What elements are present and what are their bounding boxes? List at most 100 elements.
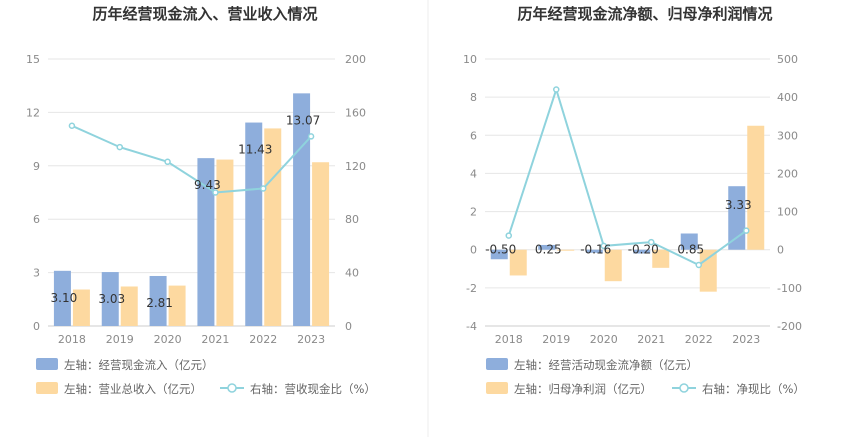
bar-primary	[101, 272, 119, 326]
ratio-point	[505, 232, 512, 239]
bar-data-label: 3.10	[51, 291, 78, 305]
legend-label: 左轴：归母净利润（亿元）	[514, 382, 652, 396]
right-axis-tick: 0	[777, 244, 784, 257]
ratio-point	[307, 133, 315, 140]
x-axis-tick: 2022	[249, 333, 277, 346]
left-axis-tick: 10	[463, 53, 477, 66]
x-axis-tick: 2020	[154, 333, 182, 346]
bar-primary	[53, 270, 71, 326]
bar-data-label: -0.50	[485, 243, 516, 257]
left-axis-tick: 15	[26, 53, 40, 66]
ratio-point	[116, 143, 123, 151]
x-axis-tick: 2023	[297, 333, 325, 346]
left-axis-tick: 2	[470, 206, 477, 219]
bar-data-label: 11.43	[238, 143, 272, 157]
right-axis-tick: 120	[345, 160, 366, 173]
right-axis-tick: -200	[777, 320, 802, 333]
ratio-point	[212, 189, 219, 196]
legend-swatch	[486, 358, 508, 370]
bar-primary	[293, 93, 311, 326]
bar-secondary	[168, 285, 186, 326]
bar-primary	[490, 249, 508, 260]
chart-title: 历年经营现金流净额、归母净利润情况	[517, 5, 772, 23]
ratio-point	[743, 227, 750, 234]
x-axis-tick: 2018	[58, 333, 86, 346]
bar-primary	[633, 249, 651, 254]
left-axis-tick: 8	[470, 91, 477, 104]
legend-label: 右轴：净现比（%）	[702, 382, 805, 396]
bar-secondary	[120, 286, 138, 326]
legend: 左轴：经营现金流入（亿元） 左轴：营业总收入（亿元） 右轴：营收现金比（%）	[36, 358, 376, 396]
bar-primary	[680, 233, 698, 250]
ratio-point	[68, 122, 76, 129]
legend-swatch	[486, 382, 508, 394]
ratio-point	[260, 185, 267, 192]
legend-label: 左轴：经营现金流入（亿元）	[64, 358, 214, 372]
legend: 左轴：经营活动现金流净额（亿元） 左轴：归母净利润（亿元） 右轴：净现比（%）	[486, 358, 805, 396]
bar-data-label: 2.81	[146, 296, 173, 310]
bar-data-label: 0.25	[535, 243, 562, 257]
x-axis-tick: 2018	[495, 333, 523, 346]
legend-label: 左轴：经营活动现金流净额（亿元）	[514, 358, 698, 372]
ratio-point	[648, 238, 655, 246]
x-axis-tick: 2021	[201, 333, 229, 346]
x-axis-tick: 2020	[590, 333, 618, 346]
bar-primary	[538, 244, 556, 250]
bar-data-label: 0.85	[677, 243, 704, 257]
right-axis-tick: 0	[345, 320, 352, 333]
right-axis-tick: 500	[777, 53, 798, 66]
x-axis-tick: 2019	[542, 333, 570, 346]
left-axis-tick: 12	[26, 106, 40, 119]
left-axis-tick: 4	[470, 167, 477, 180]
right-axis-tick: 40	[345, 267, 359, 280]
ratio-point	[600, 242, 607, 250]
right-axis-tick: 400	[777, 91, 798, 104]
bar-primary	[149, 275, 167, 326]
x-axis-tick: 2023	[732, 333, 760, 346]
ratio-line	[71, 124, 312, 194]
legend-label: 左轴：营业总收入（亿元）	[64, 382, 202, 396]
legend-line-marker	[679, 383, 689, 393]
ratio-line	[507, 86, 747, 267]
bar-secondary	[747, 125, 765, 250]
left-axis-tick: 9	[33, 160, 40, 173]
left-axis-tick: -2	[466, 282, 477, 295]
bar-secondary	[216, 159, 234, 326]
left-axis-tick: 3	[33, 267, 40, 280]
bar-secondary	[557, 249, 575, 251]
right-axis-tick: 160	[345, 106, 366, 119]
bar-primary	[197, 158, 215, 326]
left-axis-tick: 0	[470, 244, 477, 257]
right-axis-tick: 300	[777, 129, 798, 142]
right-axis-tick: 80	[345, 213, 359, 226]
bar-secondary	[264, 128, 282, 326]
chart-title: 历年经营现金流入、营业收入情况	[92, 5, 317, 23]
bar-primary	[585, 249, 603, 253]
x-axis-tick: 2019	[106, 333, 134, 346]
bar-secondary	[312, 162, 330, 326]
legend-line-marker	[227, 383, 237, 393]
x-axis-tick: 2021	[637, 333, 665, 346]
left-axis-tick: -4	[466, 320, 477, 333]
legend-label: 右轴：营收现金比（%）	[250, 382, 376, 396]
bar-data-label: 3.33	[725, 198, 752, 212]
left-axis-tick: 6	[33, 213, 40, 226]
bar-secondary	[604, 249, 622, 282]
x-axis-tick: 2022	[685, 333, 713, 346]
ratio-point	[695, 261, 702, 269]
right-axis-tick: 100	[777, 206, 798, 219]
ratio-point	[553, 86, 560, 93]
right-axis-tick: -100	[777, 282, 802, 295]
chart-panel-1: 历年经营现金流入、营业收入情况 0 3 6 9 12 15 0 40 80 120 160 200 201…	[26, 5, 376, 396]
bar-primary	[728, 186, 746, 250]
bar-data-label: -0.20	[628, 243, 659, 257]
left-axis-tick: 0	[33, 320, 40, 333]
right-axis-tick: 200	[777, 167, 798, 180]
bar-secondary	[652, 249, 670, 268]
right-axis-tick: 200	[345, 53, 366, 66]
bar-data-label: -0.16	[580, 243, 611, 257]
bar-secondary	[72, 289, 90, 326]
ratio-point	[164, 158, 171, 166]
